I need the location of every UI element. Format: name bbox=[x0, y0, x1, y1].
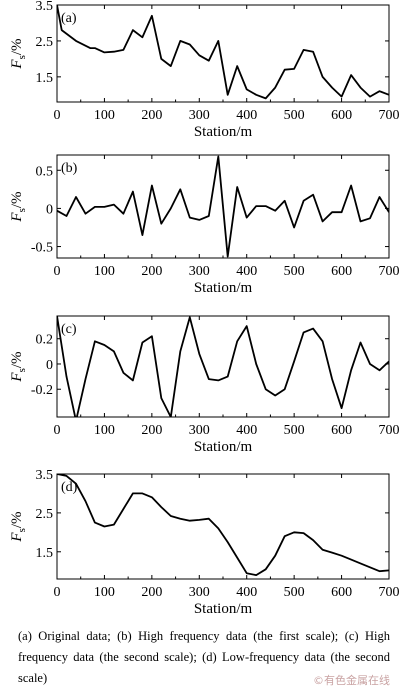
x-axis-label: Station/m bbox=[194, 601, 253, 617]
y-tick-label: -0.5 bbox=[31, 241, 53, 256]
y-label-unit: /% bbox=[9, 511, 25, 528]
series-line bbox=[57, 155, 389, 258]
chart-panel-4: 0 100 200 300 400 500 600 700 1.5 2.5 3.5 (d) Statio… bbox=[9, 468, 400, 617]
x-tick-label: 700 bbox=[379, 108, 400, 123]
x-tick-label: 200 bbox=[141, 264, 162, 279]
y-axis-label: Fs/% bbox=[9, 191, 28, 222]
x-tick-label: 700 bbox=[379, 585, 400, 600]
y-label-subscript: s bbox=[16, 55, 28, 59]
x-tick-label: 600 bbox=[331, 423, 352, 438]
x-tick-label: 500 bbox=[284, 264, 305, 279]
plot-frame bbox=[56, 4, 390, 103]
chart-panel-2: 0 100 200 300 400 500 600 700-0.500.5 (b)Station… bbox=[9, 154, 400, 296]
x-tick-label: 600 bbox=[331, 108, 352, 123]
x-tick-label: 400 bbox=[236, 108, 257, 123]
x-tick-label: 300 bbox=[189, 264, 210, 279]
x-axis-label: Station/m bbox=[194, 124, 253, 140]
x-tick-label: 400 bbox=[236, 264, 257, 279]
x-tick-label: 600 bbox=[331, 264, 352, 279]
x-tick-label: 100 bbox=[94, 108, 115, 123]
x-tick-label: 200 bbox=[141, 423, 162, 438]
x-tick-label: 500 bbox=[284, 108, 305, 123]
panel-label: (a) bbox=[61, 11, 77, 26]
x-tick-label: 200 bbox=[141, 108, 162, 123]
chart-panel-3: 0 100 200 300 400 500 600 700 -0.2 0 0.2 (c) Station… bbox=[9, 315, 400, 455]
chart-panel-1: 0 100 200 300 400 500 600 700 1.5 2.5 3.5 (a) Statio… bbox=[9, 0, 400, 140]
x-tick-label: 500 bbox=[284, 585, 305, 600]
x-tick-label: 100 bbox=[94, 264, 115, 279]
panel-label: (b) bbox=[61, 161, 78, 176]
x-tick-label: 700 bbox=[379, 423, 400, 438]
y-label-unit: /% bbox=[9, 38, 25, 55]
x-tick-label: 0 bbox=[54, 108, 61, 123]
y-axis-label: Fs/% bbox=[9, 38, 28, 69]
x-tick-label: 0 bbox=[54, 585, 61, 600]
y-label-subscript: s bbox=[16, 368, 28, 372]
x-tick-label: 700 bbox=[379, 264, 400, 279]
y-tick-label: 1.5 bbox=[36, 71, 54, 86]
x-axis-label: Station/m bbox=[194, 439, 253, 455]
x-tick-label: 300 bbox=[189, 585, 210, 600]
panel-label: (d) bbox=[61, 480, 78, 495]
x-tick-label: 100 bbox=[94, 585, 115, 600]
y-label-symbol: F bbox=[9, 59, 25, 70]
x-tick-label: 200 bbox=[141, 585, 162, 600]
x-tick-label: 600 bbox=[331, 585, 352, 600]
y-label-unit: /% bbox=[9, 191, 25, 208]
x-axis-label: Station/m bbox=[194, 280, 253, 296]
y-tick-label: 0 bbox=[46, 358, 53, 373]
y-tick-label: 0.5 bbox=[36, 164, 54, 179]
y-label-subscript: s bbox=[16, 208, 28, 212]
y-label-subscript: s bbox=[16, 528, 28, 532]
y-tick-label: 2.5 bbox=[36, 35, 54, 50]
x-tick-label: 0 bbox=[54, 423, 61, 438]
y-tick-label: 0.2 bbox=[36, 333, 54, 348]
series-line bbox=[57, 474, 389, 576]
panel-label: (c) bbox=[61, 322, 77, 337]
series-line bbox=[57, 5, 389, 100]
y-tick-label: -0.2 bbox=[31, 383, 53, 398]
y-tick-label: 3.5 bbox=[36, 0, 54, 14]
y-label-symbol: F bbox=[9, 532, 25, 543]
y-axis-label: Fs/% bbox=[9, 511, 28, 542]
series-line bbox=[57, 316, 389, 417]
y-label-symbol: F bbox=[9, 372, 25, 383]
x-tick-label: 400 bbox=[236, 423, 257, 438]
y-label-symbol: F bbox=[9, 212, 25, 223]
y-tick-label: 1.5 bbox=[36, 546, 54, 561]
figure-caption: (a) Original data; (b) High frequency da… bbox=[18, 629, 390, 685]
x-tick-label: 300 bbox=[189, 108, 210, 123]
y-tick-label: 0 bbox=[46, 202, 53, 217]
y-tick-label: 3.5 bbox=[36, 468, 54, 483]
y-tick-label: 2.5 bbox=[36, 507, 54, 522]
watermark: ©有色金属在线 bbox=[313, 674, 390, 687]
x-tick-label: 400 bbox=[236, 585, 257, 600]
y-label-unit: /% bbox=[9, 351, 25, 368]
x-tick-label: 300 bbox=[189, 423, 210, 438]
x-tick-label: 0 bbox=[54, 264, 61, 279]
y-axis-label: Fs/% bbox=[9, 351, 28, 382]
x-tick-label: 500 bbox=[284, 423, 305, 438]
figure: 0 100 200 300 400 500 600 700 1.5 2.5 3.5 (a) Statio… bbox=[9, 0, 400, 617]
x-tick-label: 100 bbox=[94, 423, 115, 438]
